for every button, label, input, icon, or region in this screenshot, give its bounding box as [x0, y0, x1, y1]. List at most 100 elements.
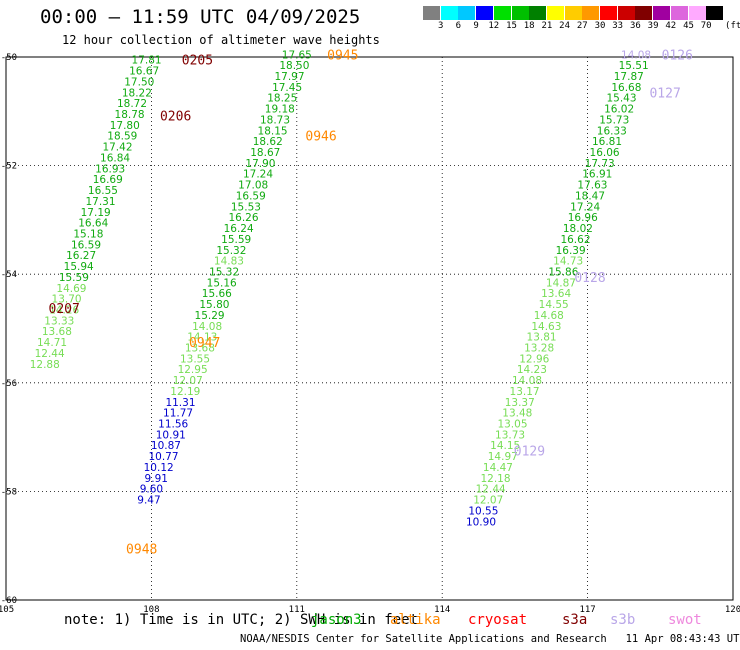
- wave-height-value: 16.59: [71, 239, 101, 251]
- wave-height-value: 18.62: [253, 136, 283, 148]
- lon-tick-label: 105: [0, 605, 14, 615]
- wave-height-value: 13.05: [497, 419, 527, 431]
- color-scale-tick: 30: [594, 21, 606, 31]
- lon-tick-label: 114: [434, 605, 450, 615]
- wave-height-value: 15.51: [619, 60, 649, 72]
- wave-height-value: 16.68: [611, 82, 641, 94]
- wave-height-value: 13.81: [527, 332, 557, 344]
- wave-height-value: 15.32: [209, 266, 239, 278]
- wave-height-value: 14.73: [553, 256, 583, 268]
- wave-height-value: 17.50: [124, 76, 154, 88]
- lat-tick-label: -54: [1, 270, 17, 280]
- wave-height-value: 17.81: [132, 55, 162, 67]
- wave-height-value: 17.24: [570, 201, 600, 213]
- wave-height-value: 16.24: [224, 223, 254, 235]
- wave-height-value: 13.55: [180, 353, 210, 365]
- wave-height-value: 15.66: [202, 288, 232, 300]
- lat-tick-label: -58: [1, 487, 17, 497]
- color-scale-swatch: [688, 6, 706, 20]
- legend-item-altika: altika: [390, 612, 441, 628]
- wave-height-value: 16.64: [78, 218, 108, 230]
- wave-height-value: 10.91: [156, 429, 186, 441]
- pass-time-label: 0129: [514, 445, 545, 460]
- wave-height-value: 9.91: [145, 473, 168, 485]
- wave-height-value: 16.59: [236, 190, 266, 202]
- wave-height-value: 16.69: [93, 174, 123, 186]
- wave-height-value: 18.78: [115, 109, 145, 121]
- wave-height-value: 16.39: [556, 245, 586, 257]
- color-scale-tick: 33: [612, 21, 624, 31]
- wave-height-value: 17.65: [282, 49, 312, 61]
- wave-height-value: 12.18: [480, 473, 510, 485]
- legend-item-cryosat: cryosat: [468, 612, 528, 628]
- color-scale-swatch: [706, 6, 724, 20]
- wave-height-value: 15.59: [221, 234, 251, 246]
- wave-height-value: 17.08: [238, 180, 268, 192]
- wave-height-value: 12.88: [30, 359, 60, 371]
- wave-height-value: 17.42: [102, 142, 132, 154]
- wave-height-value: 18.72: [117, 98, 147, 110]
- wave-height-value: 14.26: [49, 304, 79, 316]
- lat-tick-label: -56: [1, 379, 17, 389]
- wave-height-value: 14.68: [534, 310, 564, 322]
- wave-height-value: 16.91: [582, 169, 612, 181]
- wave-height-value: 16.96: [568, 212, 598, 224]
- wave-height-value: 13.37: [505, 397, 535, 409]
- color-scale-tick: 24: [559, 21, 571, 31]
- color-scale-tick: 42: [665, 21, 677, 31]
- wave-height-value: 15.29: [195, 310, 225, 322]
- wave-height-value: 16.84: [100, 152, 130, 164]
- wave-height-value: 14.87: [546, 277, 576, 289]
- color-scale-swatch: [440, 6, 458, 20]
- color-scale-tick: 15: [506, 21, 517, 31]
- legend-item-s3a: s3a: [562, 612, 588, 628]
- color-scale-tick: 39: [647, 21, 659, 31]
- wave-height-value: 13.64: [541, 288, 571, 300]
- wave-height-value: 17.73: [585, 158, 615, 170]
- pass-time-label: 0127: [649, 86, 680, 101]
- wave-height-value: 15.86: [548, 266, 578, 278]
- wave-height-value: 15.18: [73, 228, 103, 240]
- wave-height-value: 14.97: [488, 451, 518, 463]
- pass-time-label: 0205: [182, 54, 213, 69]
- color-scale-swatch: [564, 6, 582, 20]
- wave-height-value: 16.67: [129, 66, 159, 78]
- wave-height-value: 11.56: [158, 419, 188, 431]
- wave-height-value: 11.77: [163, 408, 193, 420]
- wave-height-value: 18.50: [279, 60, 309, 72]
- color-scale-tick: 36: [629, 21, 641, 31]
- wave-height-value: 13.48: [502, 408, 532, 420]
- legend-item-s3b: s3b: [610, 612, 636, 628]
- wave-height-value: 9.60: [140, 484, 163, 496]
- wave-height-value: 17.90: [245, 158, 275, 170]
- wave-height-value: 12.07: [173, 375, 203, 387]
- wave-height-value: 13.70: [52, 294, 82, 306]
- wave-height-value: 16.62: [560, 234, 590, 246]
- legend-item-jason3: jason3: [311, 612, 362, 628]
- color-scale-swatch: [529, 6, 547, 20]
- page-title: 00:00 — 11:59 UTC 04/09/2025: [40, 6, 361, 28]
- wave-height-value: 18.67: [250, 147, 280, 159]
- map-frame: [5, 56, 734, 601]
- wave-height-value: 10.12: [144, 462, 174, 474]
- pass-time-label: 0948: [126, 542, 157, 557]
- lon-tick-label: 120: [725, 605, 740, 615]
- color-scale-tick: 70: [700, 21, 712, 31]
- wave-height-value: 14.69: [56, 283, 86, 295]
- wave-height-value: 16.33: [597, 125, 627, 137]
- wave-height-value: 17.19: [81, 207, 111, 219]
- wave-height-value: 14.08: [621, 49, 651, 61]
- wave-height-value: 13.68: [42, 326, 72, 338]
- wave-height-value: 15.43: [606, 93, 636, 105]
- wave-height-value: 13.33: [44, 315, 74, 327]
- wave-height-value: 14.71: [37, 337, 67, 349]
- pass-time-label: 0206: [160, 110, 191, 125]
- wave-height-value: 18.25: [267, 93, 297, 105]
- color-scale-tick: 18: [523, 21, 535, 31]
- wave-height-value: 13.28: [524, 343, 554, 355]
- color-scale-swatch: [546, 6, 564, 20]
- wave-height-value: 14.15: [490, 440, 520, 452]
- pass-time-label: 0946: [305, 130, 336, 145]
- pass-time-label: 0947: [189, 336, 220, 351]
